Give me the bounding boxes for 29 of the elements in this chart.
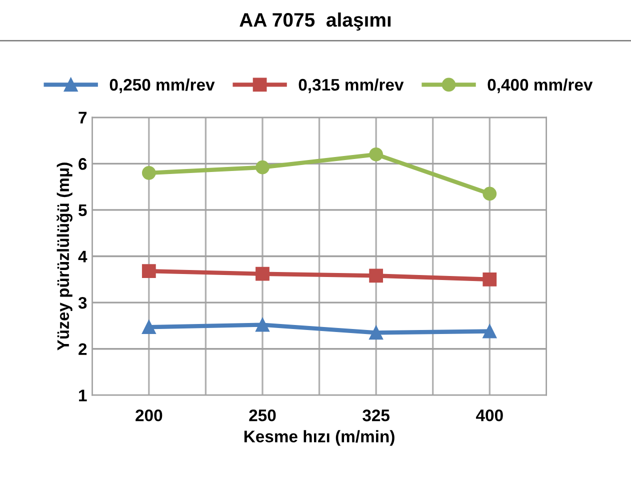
y-tick-label: 3 — [78, 296, 87, 309]
y-tick-label: 1 — [79, 390, 87, 402]
y-tick-label: 2 — [78, 343, 87, 355]
point — [369, 326, 384, 340]
point — [369, 268, 384, 283]
point — [482, 186, 497, 201]
legend-label: 0,315 mm/rev — [298, 78, 404, 94]
y-tick-label: 4 — [78, 250, 88, 262]
legend-label: 0,400 mm/rev — [488, 78, 593, 94]
x-tick-label: 250 — [249, 410, 276, 422]
y-tick-label: 7 — [78, 112, 87, 124]
legend-label: 0,250 mm/rev — [110, 78, 215, 94]
point — [142, 166, 156, 180]
x-axis-title: Kesme hızı (m/min) — [244, 430, 394, 446]
y-tick-label: 5 — [78, 204, 87, 216]
point — [256, 318, 270, 332]
point — [482, 272, 497, 286]
point — [369, 147, 384, 162]
x-tick-label: 325 — [362, 410, 390, 422]
chart-title: AA 7075 alaşımı — [240, 12, 391, 31]
point — [142, 264, 156, 278]
y-tick-label: 6 — [78, 158, 87, 170]
x-tick-label: 400 — [476, 410, 503, 422]
point — [142, 320, 156, 334]
x-tick-label: 200 — [136, 410, 162, 422]
point — [256, 160, 270, 174]
y-axis-title: Yüzey pürüzlülüğü (mμ) — [56, 162, 72, 350]
point — [256, 266, 270, 281]
point — [482, 324, 497, 338]
